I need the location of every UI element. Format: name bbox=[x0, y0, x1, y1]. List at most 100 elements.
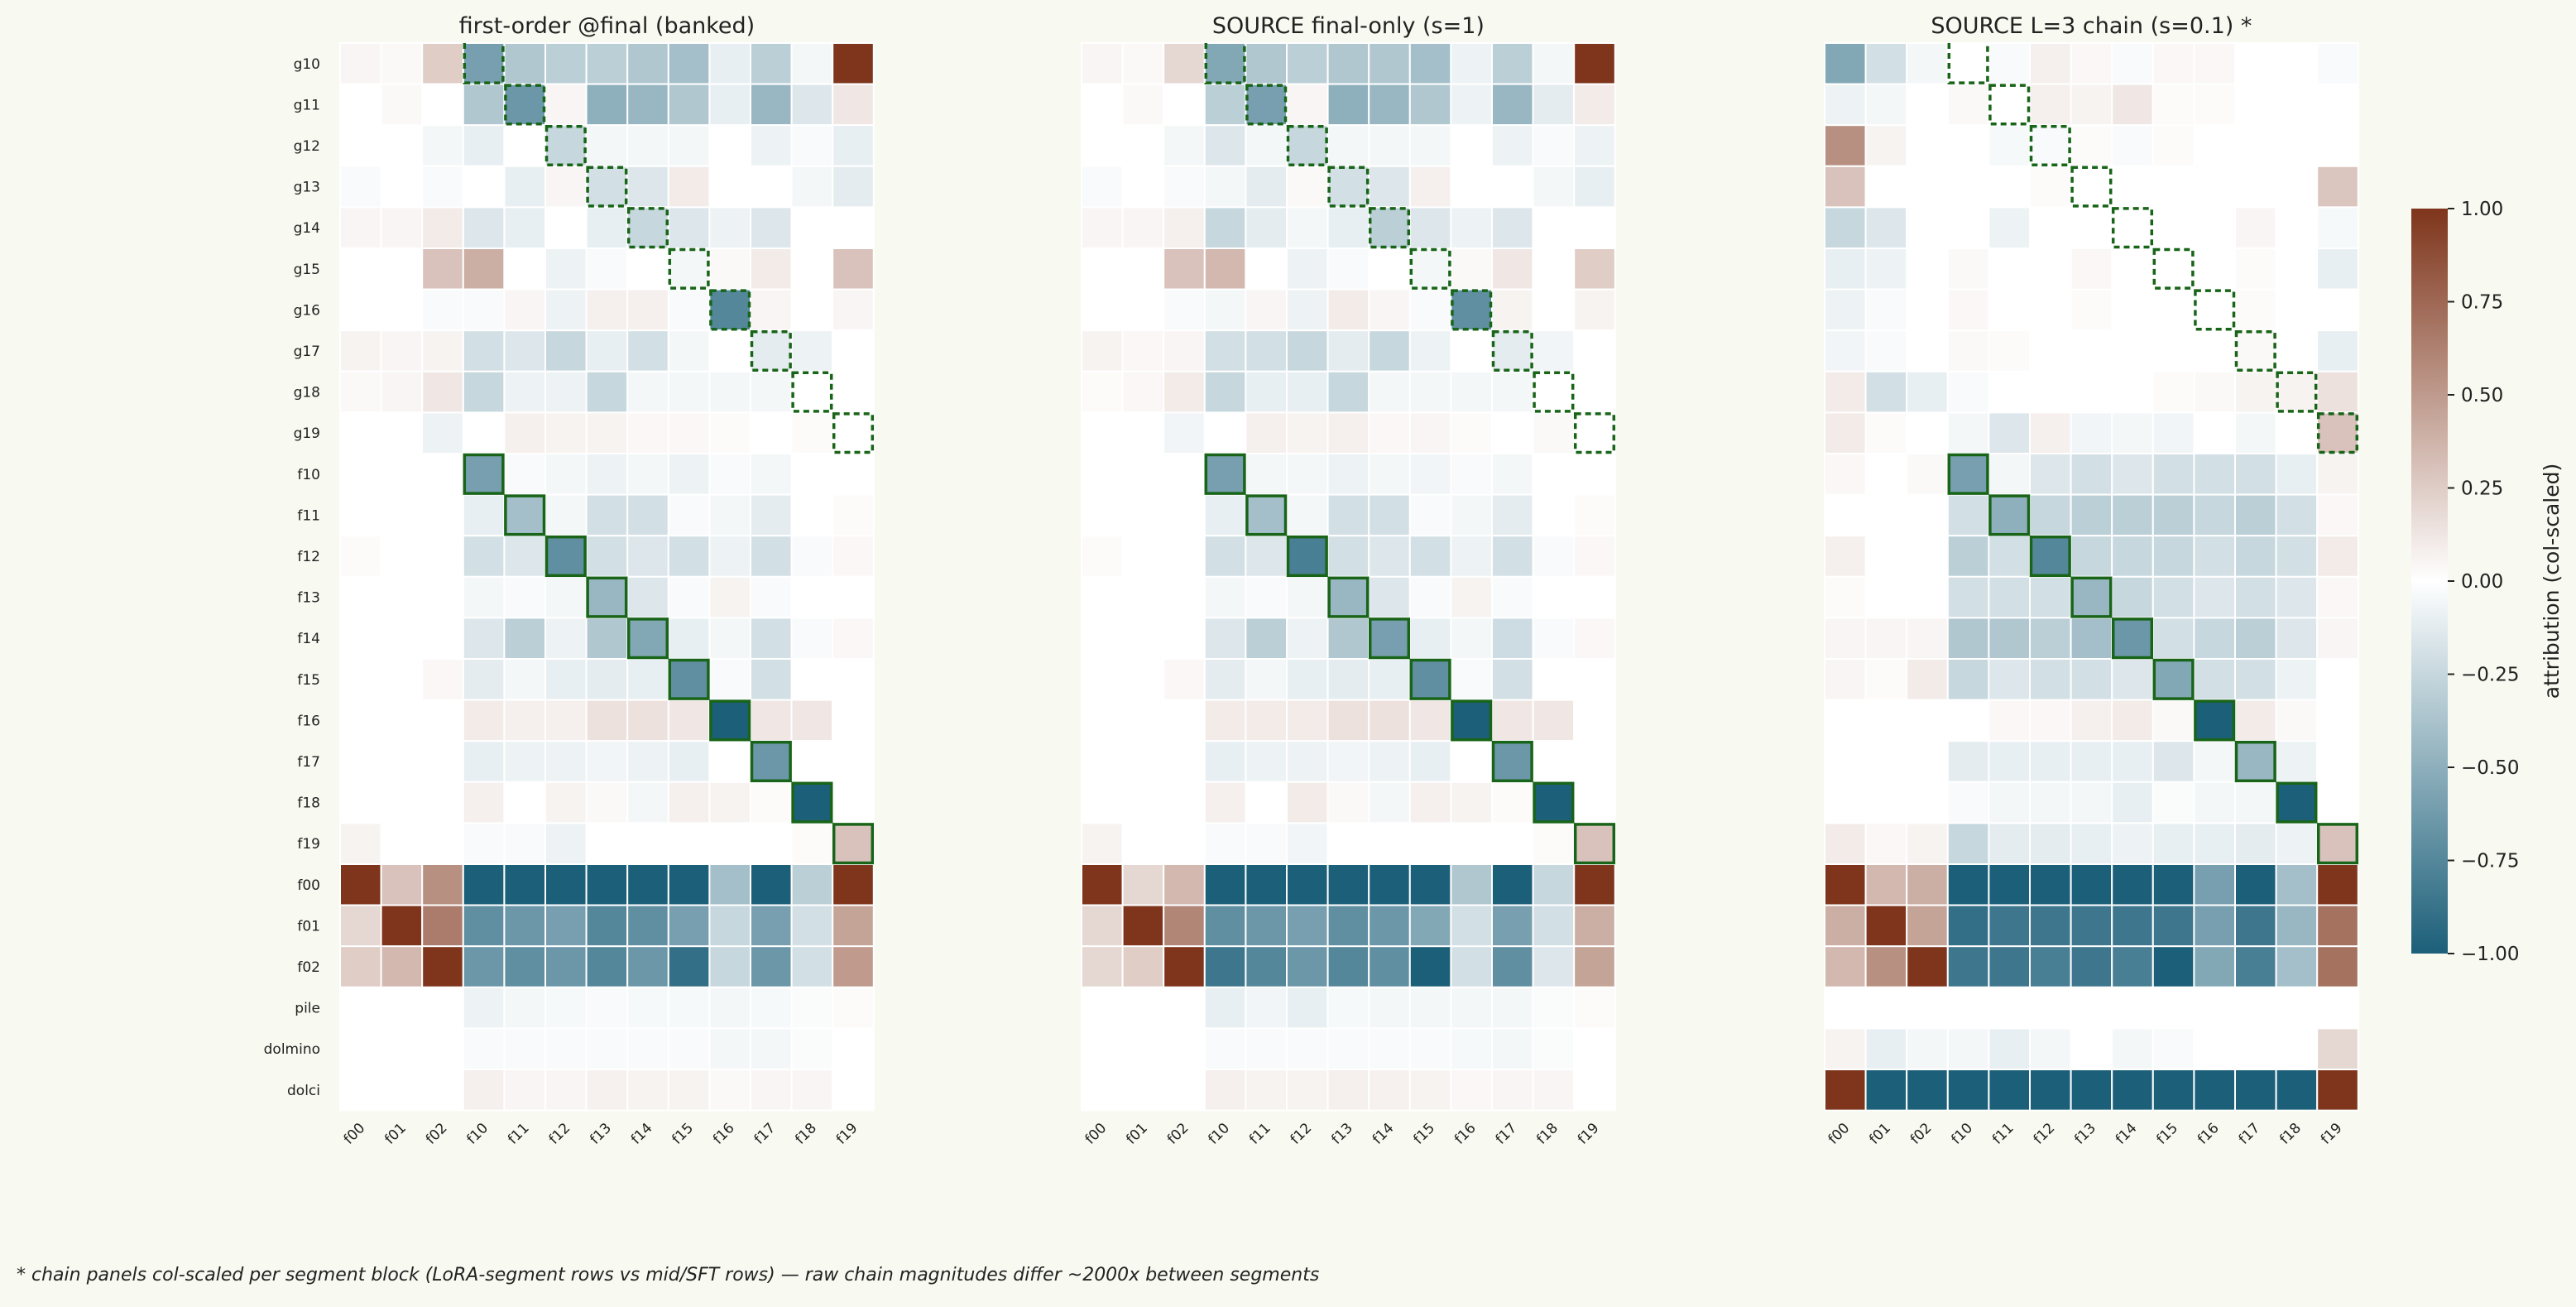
heatmap-cell bbox=[2111, 904, 2154, 948]
heatmap-cell bbox=[1121, 535, 1165, 578]
heatmap-cell bbox=[2234, 699, 2277, 742]
heatmap-cell bbox=[380, 781, 424, 824]
heatmap-cell bbox=[1824, 206, 1867, 249]
heatmap-cell bbox=[750, 42, 793, 85]
heatmap-cell bbox=[1245, 329, 1288, 372]
col-label: f00 bbox=[1082, 1120, 1111, 1148]
heatmap-cell bbox=[708, 699, 752, 742]
heatmap-cell bbox=[626, 493, 669, 537]
heatmap-cell bbox=[2070, 1027, 2113, 1071]
heatmap-cell bbox=[1081, 206, 1124, 249]
heatmap-cell bbox=[2029, 42, 2072, 85]
heatmap-cell bbox=[1824, 945, 1867, 988]
heatmap-cell bbox=[1286, 411, 1329, 454]
heatmap-cell bbox=[585, 83, 629, 127]
heatmap-cell bbox=[1081, 740, 1124, 783]
heatmap-cell bbox=[462, 945, 506, 988]
heatmap-cell bbox=[1450, 1027, 1494, 1071]
row-label: g16 bbox=[294, 302, 320, 319]
heatmap-cell bbox=[790, 411, 834, 454]
row-label: g19 bbox=[294, 425, 320, 442]
heatmap-cell bbox=[667, 781, 711, 824]
heatmap-cell bbox=[2029, 83, 2072, 127]
heatmap-cell bbox=[503, 863, 547, 906]
heatmap-cell bbox=[1573, 329, 1616, 372]
heatmap-cell bbox=[1491, 329, 1534, 372]
heatmap-cell bbox=[667, 206, 711, 249]
heatmap-cell bbox=[1203, 453, 1247, 496]
heatmap-cell bbox=[585, 822, 629, 866]
heatmap-cell bbox=[667, 288, 711, 332]
heatmap-cell bbox=[1286, 1027, 1329, 1071]
heatmap-cell bbox=[2070, 986, 2113, 1030]
col-label: f16 bbox=[710, 1120, 738, 1148]
heatmap-cell bbox=[1326, 945, 1370, 988]
heatmap-cell bbox=[1408, 904, 1452, 948]
heatmap-cell bbox=[380, 165, 424, 209]
heatmap-cell bbox=[1408, 658, 1452, 701]
heatmap-cell bbox=[2070, 329, 2113, 372]
heatmap-cell bbox=[750, 699, 793, 742]
heatmap-cell bbox=[1532, 370, 1576, 414]
heatmap-cell bbox=[626, 370, 669, 414]
heatmap-cell bbox=[1286, 945, 1329, 988]
heatmap-cell bbox=[503, 904, 547, 948]
heatmap-cell bbox=[1988, 863, 2031, 906]
heatmap-cell bbox=[339, 453, 382, 496]
panel-title: first-order @final (banked) bbox=[459, 13, 756, 39]
heatmap-cell bbox=[1203, 945, 1247, 988]
heatmap-cell bbox=[1081, 822, 1124, 866]
col-label: f15 bbox=[1410, 1120, 1438, 1148]
heatmap-cell bbox=[585, 411, 629, 454]
heatmap-cell bbox=[2193, 165, 2236, 209]
heatmap-cell bbox=[1081, 617, 1124, 661]
heatmap-cell bbox=[462, 575, 506, 619]
heatmap-cell bbox=[750, 1027, 793, 1071]
heatmap-cell bbox=[1573, 411, 1616, 454]
heatmap-cell bbox=[2029, 535, 2072, 578]
heatmap-cell bbox=[339, 411, 382, 454]
heatmap-cell bbox=[2275, 370, 2319, 414]
heatmap-cell bbox=[2316, 945, 2359, 988]
heatmap-cell bbox=[2151, 83, 2195, 127]
heatmap-cell bbox=[832, 493, 875, 537]
heatmap-cell bbox=[585, 206, 629, 249]
heatmap-cell bbox=[1946, 493, 1990, 537]
heatmap-cell bbox=[1326, 1027, 1370, 1071]
row-label: f12 bbox=[297, 549, 320, 565]
dashed-highlight bbox=[1204, 43, 1246, 84]
heatmap-cell bbox=[1988, 288, 2031, 332]
heatmap-cell bbox=[339, 699, 382, 742]
heatmap-cell bbox=[2275, 781, 2319, 824]
colorbar-tick-label: 0.00 bbox=[2461, 571, 2503, 593]
heatmap-cell bbox=[421, 1069, 464, 1112]
heatmap-cell bbox=[1824, 329, 1867, 372]
heatmap-cell bbox=[2234, 781, 2277, 824]
heatmap-cell bbox=[1573, 1027, 1616, 1071]
row-label: pile bbox=[295, 1001, 320, 1017]
heatmap-cell bbox=[503, 1069, 547, 1112]
heatmap-cell bbox=[2029, 370, 2072, 414]
heatmap-cell bbox=[1368, 822, 1411, 866]
heatmap-cell bbox=[1368, 453, 1411, 496]
heatmap-cell bbox=[2151, 165, 2195, 209]
heatmap-cell bbox=[790, 206, 834, 249]
heatmap-cell bbox=[1203, 781, 1247, 824]
heatmap-cell bbox=[544, 206, 588, 249]
heatmap-cell bbox=[380, 247, 424, 291]
heatmap-cell bbox=[462, 986, 506, 1030]
heatmap-cell bbox=[1906, 617, 1949, 661]
heatmap-cell bbox=[1081, 658, 1124, 701]
heatmap-cell bbox=[1946, 863, 1990, 906]
heatmap-cell bbox=[1450, 247, 1494, 291]
heatmap-cell bbox=[2029, 124, 2072, 167]
heatmap-cell bbox=[1245, 493, 1288, 537]
heatmap-cell bbox=[585, 740, 629, 783]
heatmap-cell bbox=[1163, 740, 1206, 783]
heatmap-cell bbox=[1450, 617, 1494, 661]
heatmap-cell bbox=[1988, 493, 2031, 537]
heatmap-cell bbox=[790, 329, 834, 372]
heatmap-cell bbox=[2316, 575, 2359, 619]
heatmap-cell bbox=[421, 658, 464, 701]
heatmap-cell bbox=[790, 658, 834, 701]
